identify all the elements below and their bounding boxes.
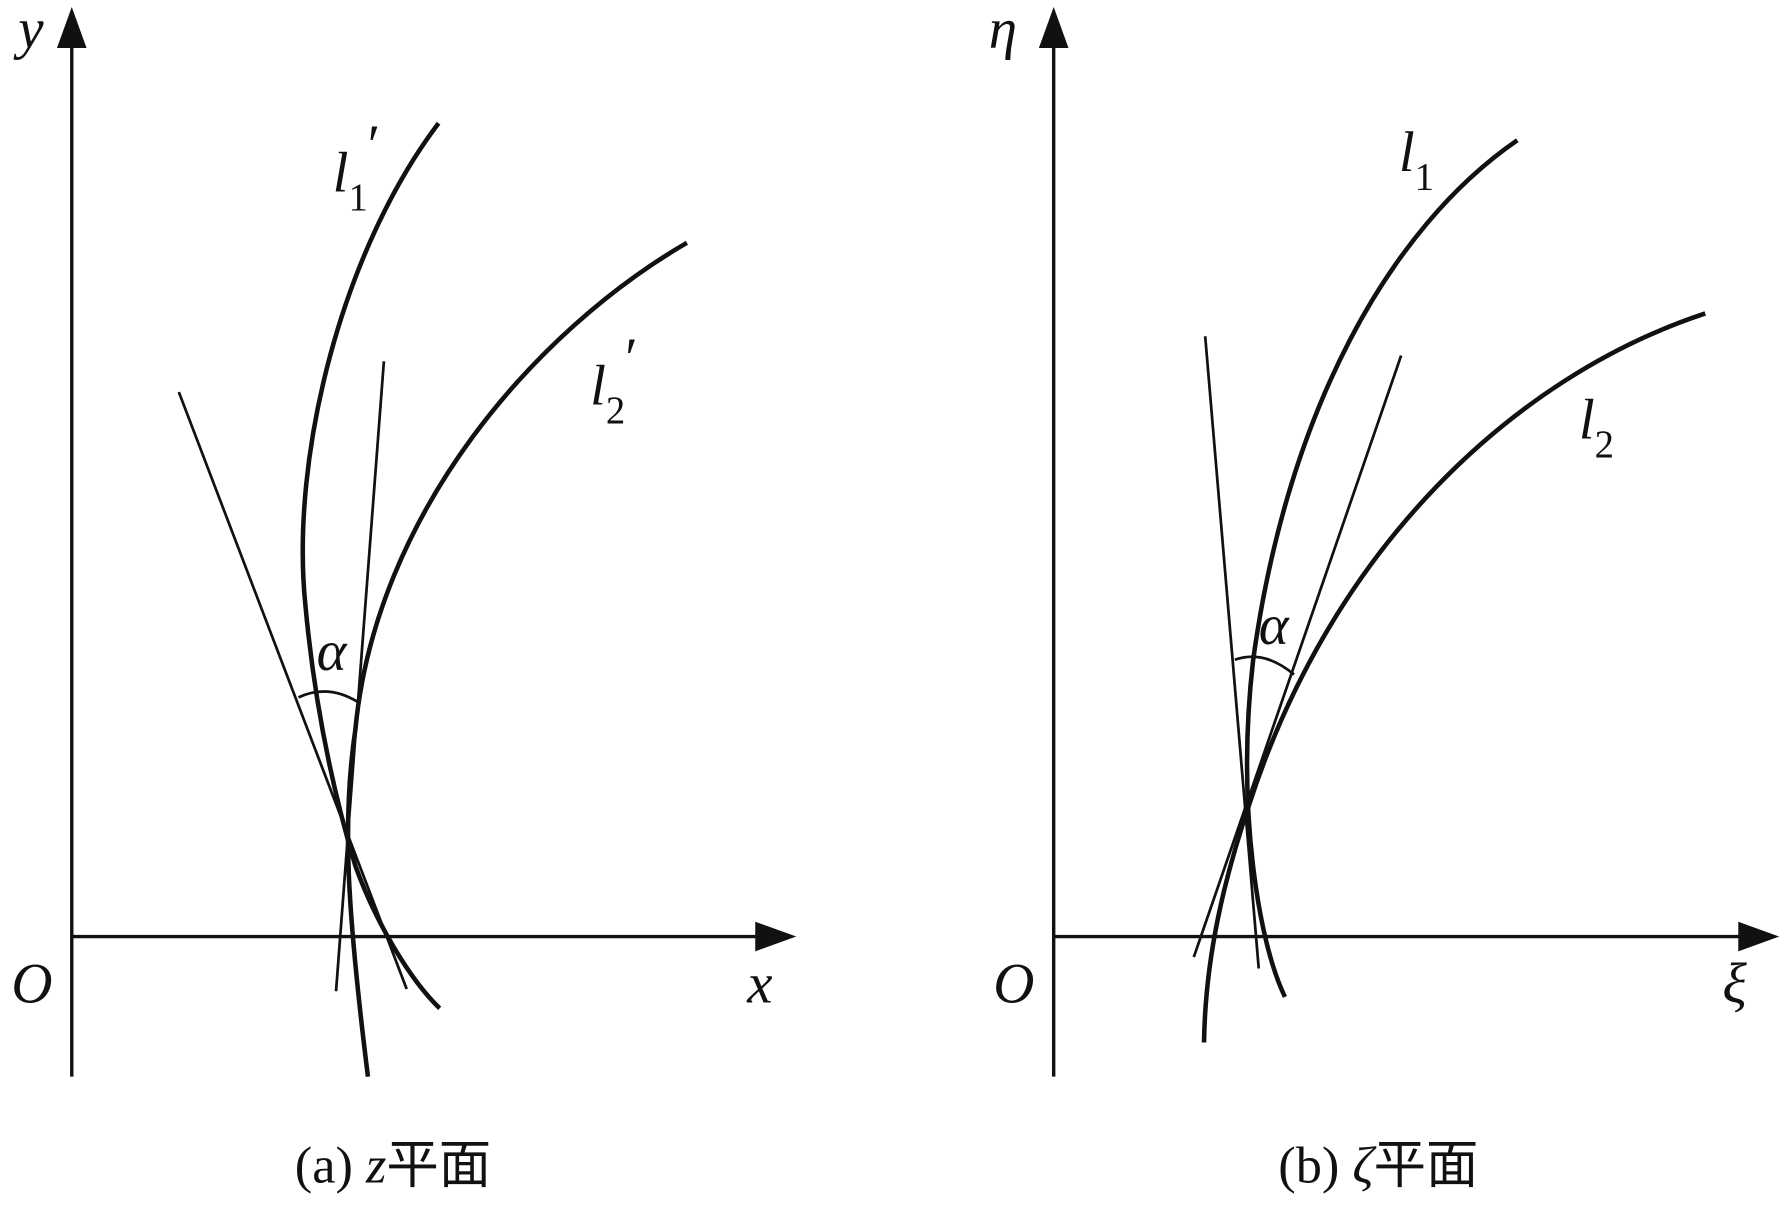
curve-l2 bbox=[1201, 311, 1706, 1043]
caption-var: z bbox=[365, 1137, 386, 1195]
caption-var: ζ bbox=[1352, 1137, 1377, 1195]
curve-l1 bbox=[1244, 138, 1519, 998]
arrow bbox=[1038, 7, 1069, 49]
curve-label: l1 bbox=[1399, 121, 1434, 198]
caption-text: 平面 bbox=[1374, 1137, 1479, 1195]
angle-arc bbox=[297, 690, 359, 704]
curve-label: l2′ bbox=[590, 327, 638, 432]
origin-label: O bbox=[993, 953, 1034, 1016]
angle-label: α bbox=[1259, 594, 1290, 657]
axis-label: x bbox=[746, 953, 772, 1016]
subscript: 1 bbox=[348, 176, 367, 219]
arrow bbox=[755, 921, 797, 952]
arrow bbox=[1738, 921, 1780, 952]
subscript: 2 bbox=[1595, 423, 1614, 466]
arrow bbox=[56, 7, 87, 49]
axis-label: η bbox=[989, 0, 1017, 61]
tangent bbox=[1203, 336, 1261, 969]
prime: ′ bbox=[368, 114, 380, 177]
curve-l2p bbox=[345, 240, 689, 1077]
caption-text: 平面 bbox=[386, 1137, 491, 1195]
panel-a: y x O α l1′ l2′ (a) z平面 bbox=[11, 0, 797, 1195]
letter: l bbox=[333, 142, 349, 205]
letter: l bbox=[1399, 121, 1415, 184]
subscript: 2 bbox=[606, 389, 625, 432]
curve-l1p bbox=[300, 121, 442, 1010]
caption-tag: (a) bbox=[295, 1137, 353, 1195]
letter: l bbox=[590, 355, 606, 418]
tangent bbox=[1192, 355, 1403, 958]
caption: (a) z平面 bbox=[295, 1137, 491, 1195]
tangent bbox=[177, 391, 408, 990]
axis-label: y bbox=[13, 0, 44, 61]
tangent bbox=[334, 361, 386, 992]
prime: ′ bbox=[625, 327, 637, 390]
curve-label: l2 bbox=[1579, 389, 1614, 466]
subscript: 1 bbox=[1415, 155, 1434, 198]
origin-label: O bbox=[11, 953, 52, 1016]
letter: l bbox=[1579, 389, 1595, 452]
panel-b: η ξ O α l1 l2 (b) ζ平面 bbox=[989, 0, 1780, 1195]
axis-label: ξ bbox=[1722, 953, 1747, 1016]
curve-label: l1′ bbox=[333, 114, 381, 219]
caption-tag: (b) bbox=[1278, 1137, 1339, 1195]
angle-label: α bbox=[317, 620, 348, 683]
angle-arc bbox=[1234, 655, 1295, 676]
caption: (b) ζ平面 bbox=[1278, 1137, 1478, 1195]
